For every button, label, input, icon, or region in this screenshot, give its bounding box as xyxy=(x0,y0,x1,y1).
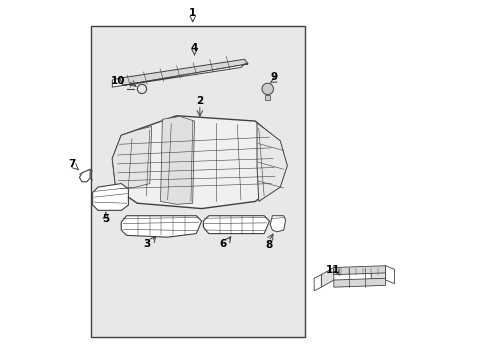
Polygon shape xyxy=(112,64,247,87)
Polygon shape xyxy=(121,216,201,237)
Polygon shape xyxy=(160,116,194,204)
Text: 5: 5 xyxy=(102,213,109,224)
Text: 9: 9 xyxy=(270,72,277,82)
Polygon shape xyxy=(119,59,247,85)
Polygon shape xyxy=(257,123,287,202)
Polygon shape xyxy=(370,266,385,285)
Text: 8: 8 xyxy=(264,240,272,250)
FancyBboxPatch shape xyxy=(91,26,305,337)
Polygon shape xyxy=(270,216,285,232)
Text: 1: 1 xyxy=(189,8,196,18)
Polygon shape xyxy=(333,266,385,275)
Text: 11: 11 xyxy=(325,265,340,275)
Text: 4: 4 xyxy=(190,43,198,53)
Text: 6: 6 xyxy=(219,239,226,249)
Polygon shape xyxy=(80,169,90,182)
Polygon shape xyxy=(385,266,394,284)
Polygon shape xyxy=(203,216,269,234)
Polygon shape xyxy=(93,184,128,210)
Circle shape xyxy=(262,83,273,95)
Polygon shape xyxy=(333,278,385,287)
Polygon shape xyxy=(313,275,321,291)
Text: 7: 7 xyxy=(68,159,76,169)
Text: 10: 10 xyxy=(110,76,124,86)
Text: 3: 3 xyxy=(143,239,151,249)
Text: 2: 2 xyxy=(196,96,203,107)
Polygon shape xyxy=(264,95,270,100)
Polygon shape xyxy=(112,116,278,208)
Polygon shape xyxy=(112,126,151,189)
Polygon shape xyxy=(321,267,333,287)
